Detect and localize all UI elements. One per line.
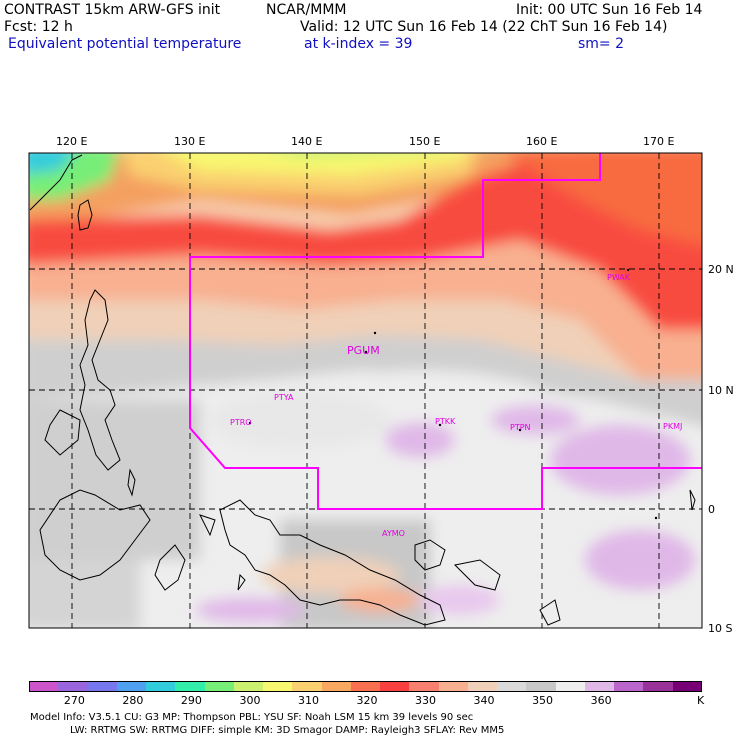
colorbar-cell — [350, 681, 381, 692]
lon-label-120e: 120 E — [56, 135, 88, 148]
colorbar-unit: K — [697, 694, 705, 707]
map-frame — [28, 152, 703, 629]
colorbar-cell — [643, 681, 674, 692]
station-label-ptkk: PTKK — [435, 417, 456, 426]
init-time: Init: 00 UTC Sun 16 Feb 14 — [516, 2, 703, 18]
colorbar-cell — [87, 681, 118, 692]
field-name: Equivalent potential temperature — [8, 36, 242, 52]
theta-e-field — [29, 153, 702, 628]
lon-label-160e: 160 E — [526, 135, 558, 148]
colorbar-cell — [672, 681, 703, 692]
colorbar-cell — [292, 681, 323, 692]
model-title: CONTRAST 15km ARW-GFS init — [4, 2, 221, 18]
colorbar-cell — [526, 681, 557, 692]
colorbar-cell — [409, 681, 440, 692]
station-dots — [248, 268, 658, 520]
colorbar-cell — [204, 681, 235, 692]
lat-label-equator: 0 — [708, 503, 715, 516]
colorbar-cell — [438, 681, 469, 692]
colorbar-cell — [233, 681, 264, 692]
colorbar-cell — [380, 681, 410, 692]
colorbar-tick-label: 290 — [180, 694, 202, 707]
colorbar-frame — [29, 681, 702, 692]
station-label-pkmj: PKMJ — [663, 422, 683, 431]
colorbar-cell — [467, 681, 498, 692]
colorbar-cell — [116, 681, 147, 692]
colorbar-tick-label: 330 — [415, 694, 437, 707]
station-label-ptya: PTYA — [274, 393, 294, 402]
colorbar-cell — [175, 681, 206, 692]
smoothing-label: sm= 2 — [578, 36, 625, 52]
station-label-ptpn: PTPN — [510, 423, 531, 432]
coastlines — [29, 154, 696, 626]
colorbar-cell — [555, 681, 586, 692]
colorbar-tick-label: 270 — [63, 694, 85, 707]
k-index-label: at k-index = 39 — [304, 36, 413, 52]
lat-label-10n: 10 N — [708, 384, 734, 397]
valid-time: Valid: 12 UTC Sun 16 Feb 14 (22 ChT Sun … — [300, 19, 668, 35]
colorbar-cell — [263, 681, 293, 692]
colorbar-cell — [146, 681, 176, 692]
physics-info-line: LW: RRTMG SW: RRTMG DIFF: simple KM: 3D … — [70, 725, 505, 736]
station-label-ptro: PTRO — [230, 418, 252, 427]
colorbar-cell — [29, 681, 59, 692]
colorbar-cell — [497, 681, 527, 692]
station-label-pgum: PGUM — [347, 344, 380, 357]
lon-label-150e: 150 E — [409, 135, 441, 148]
station-label-aymo: AYMO — [382, 529, 405, 538]
colorbar-tick-label: 360 — [590, 694, 612, 707]
lon-label-140e: 140 E — [291, 135, 323, 148]
lat-label-20n: 20 N — [708, 263, 734, 276]
colorbar-cell — [584, 681, 615, 692]
lat-label-10s: 10 S — [708, 622, 733, 635]
colorbar-tick-label: 310 — [297, 694, 319, 707]
colorbar-tick-label: 300 — [239, 694, 261, 707]
colorbar-tick-label: 280 — [122, 694, 144, 707]
institution-label: NCAR/MMM — [266, 2, 347, 18]
colorbar-cell — [58, 681, 88, 692]
colorbar-cell — [321, 681, 352, 692]
colorbar-cell — [614, 681, 644, 692]
forecast-hour: Fcst: 12 h — [4, 19, 73, 35]
colorbar-tick-label: 350 — [532, 694, 554, 707]
lon-label-170e: 170 E — [643, 135, 675, 148]
station-label-pwak: PWAK — [607, 273, 631, 282]
colorbar-tick-label: 340 — [473, 694, 495, 707]
colorbar-tick-label: 320 — [356, 694, 378, 707]
region-boundary — [189, 153, 702, 510]
lon-label-130e: 130 E — [174, 135, 206, 148]
model-info-line: Model Info: V3.5.1 CU: G3 MP: Thompson P… — [30, 712, 474, 723]
